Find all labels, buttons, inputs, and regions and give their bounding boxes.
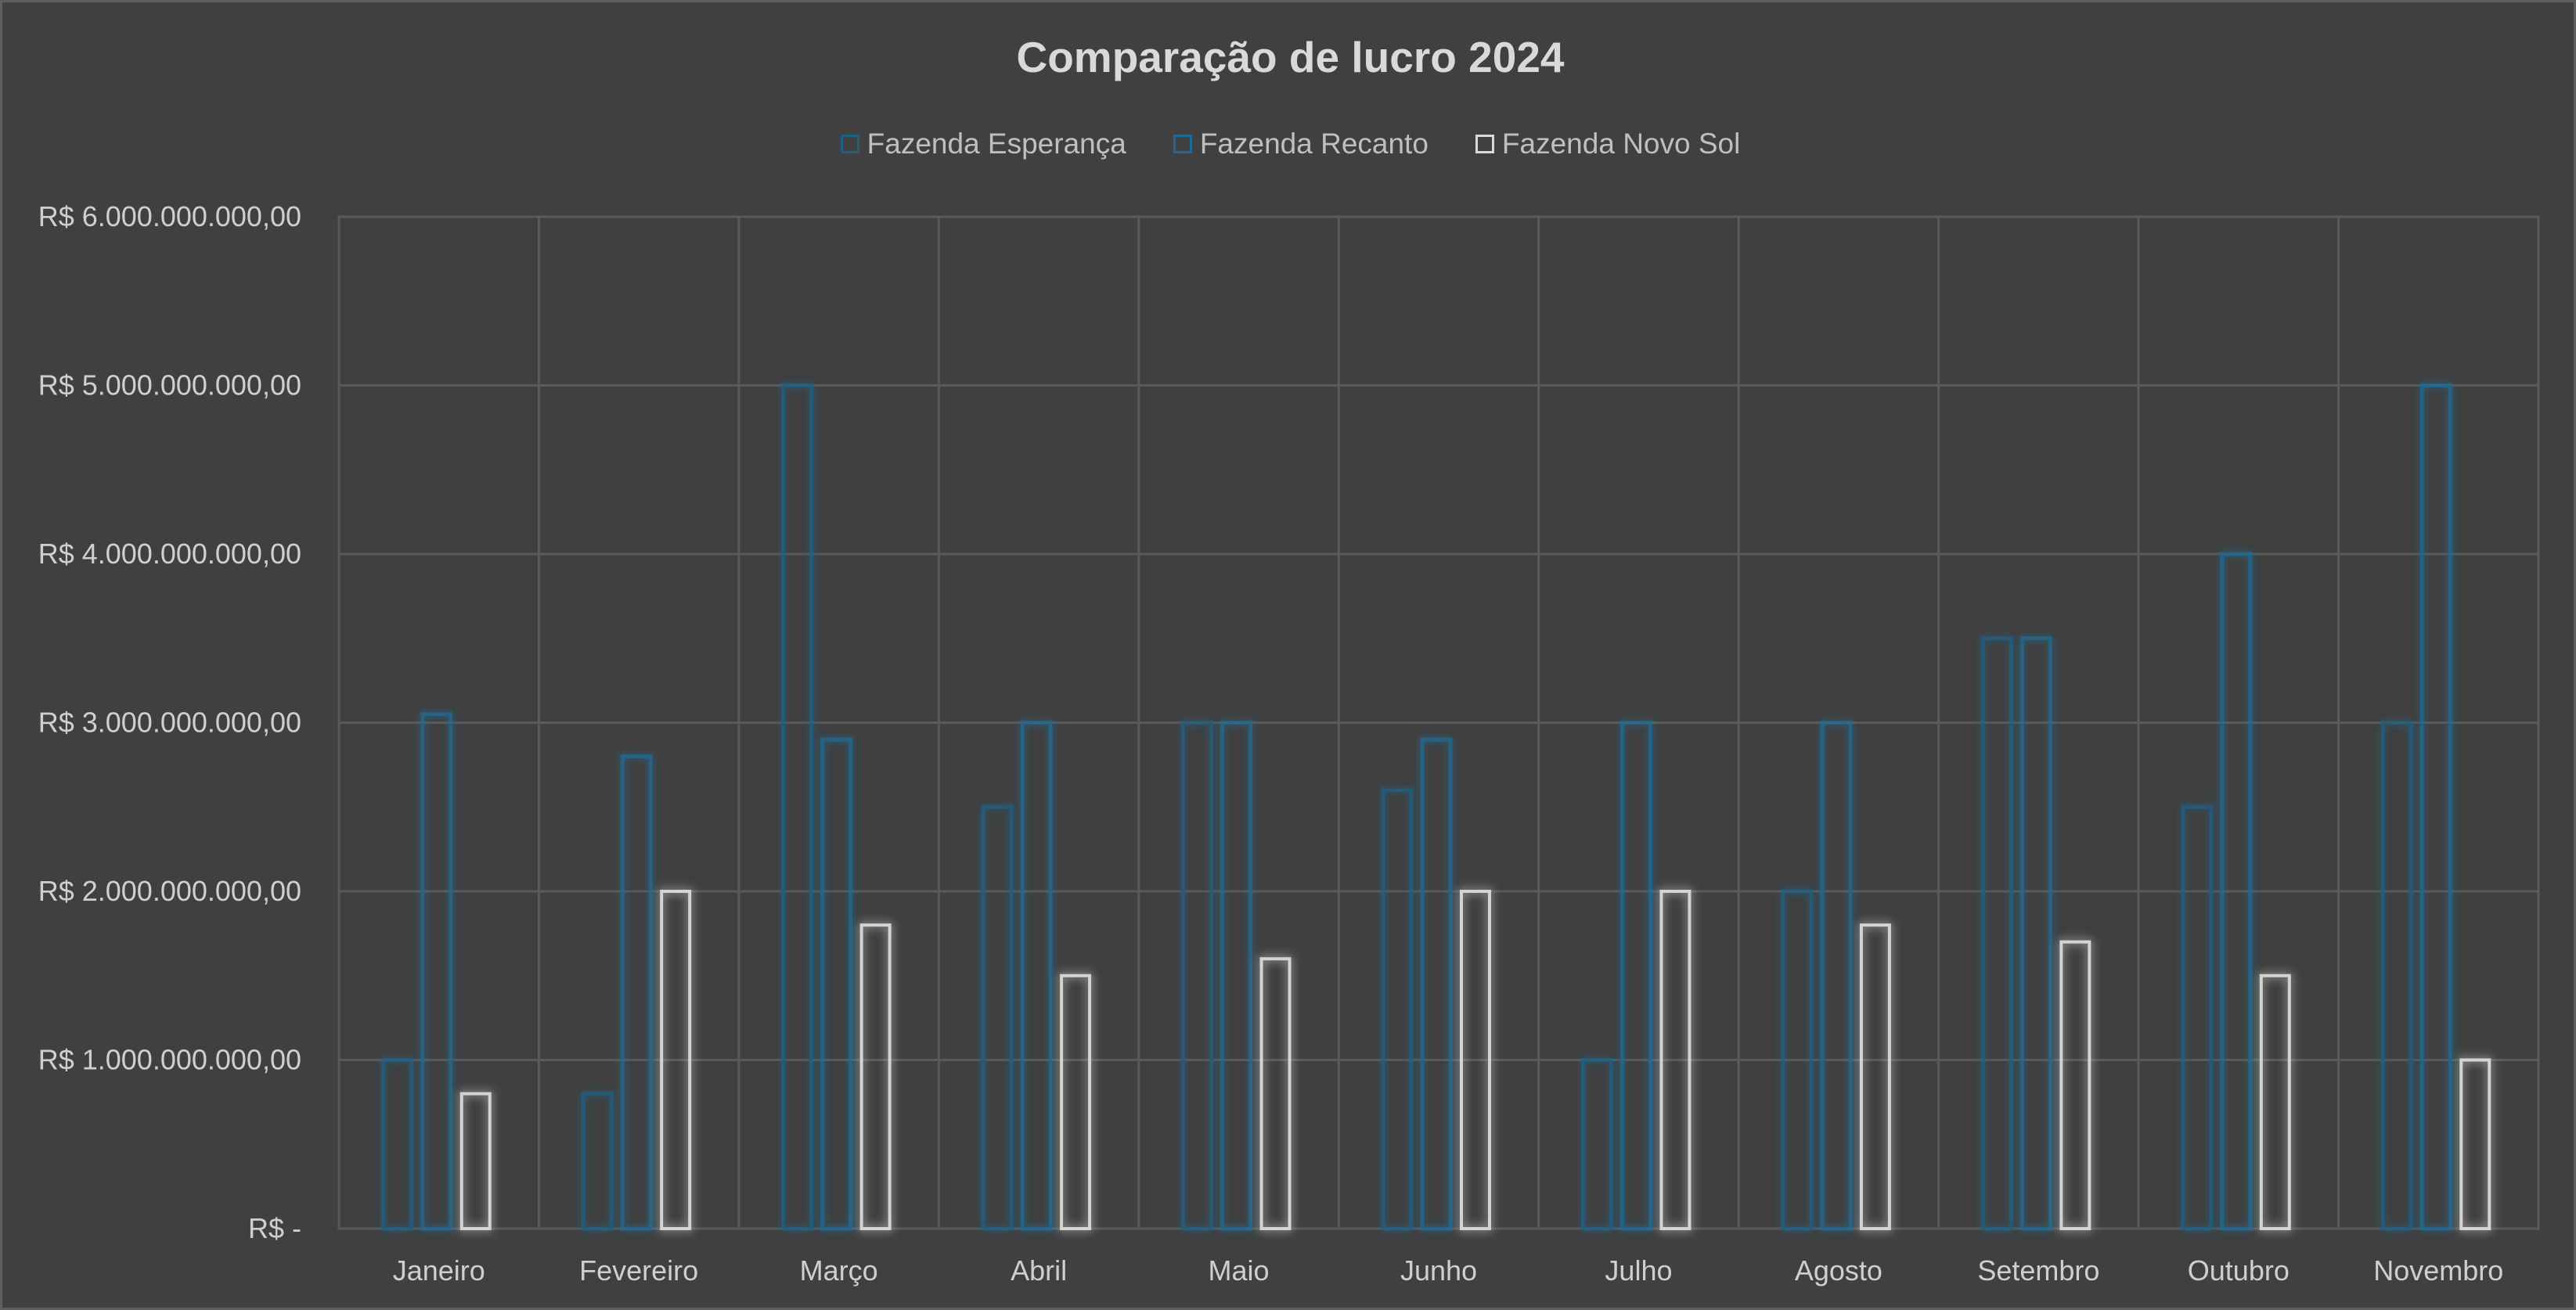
bar bbox=[2259, 974, 2291, 1230]
y-tick-label: R$ 1.000.000.000,00 bbox=[38, 1044, 301, 1076]
bar bbox=[1460, 890, 1491, 1230]
bar bbox=[1580, 1058, 1613, 1231]
bar bbox=[1781, 889, 1814, 1231]
legend: Fazenda Esperança Fazenda Recanto Fazend… bbox=[2, 128, 2574, 160]
x-tick-label: Agosto bbox=[1795, 1254, 1882, 1287]
bar bbox=[660, 890, 692, 1230]
x-tick-label: Outubro bbox=[2188, 1254, 2290, 1287]
bar bbox=[1619, 721, 1652, 1231]
y-tick-label: R$ 4.000.000.000,00 bbox=[38, 538, 301, 570]
bar bbox=[1381, 788, 1414, 1231]
x-tick-label: Janeiro bbox=[393, 1254, 485, 1287]
x-tick-label: Novembro bbox=[2373, 1254, 2503, 1287]
chart-title: Comparação de lucro 2024 bbox=[1016, 33, 1565, 81]
bar bbox=[1220, 721, 1253, 1231]
x-tick-label: Abril bbox=[1011, 1254, 1067, 1287]
bar bbox=[981, 804, 1014, 1231]
legend-swatch bbox=[840, 135, 859, 153]
bar bbox=[1181, 721, 1214, 1231]
bar bbox=[459, 1092, 492, 1230]
y-tick-label: R$ 2.000.000.000,00 bbox=[38, 875, 301, 907]
bar bbox=[1859, 923, 1891, 1230]
y-tick-label: R$ 3.000.000.000,00 bbox=[38, 707, 301, 739]
bar bbox=[2181, 804, 2214, 1231]
bar bbox=[1420, 737, 1453, 1231]
bar bbox=[1659, 890, 1692, 1230]
bar bbox=[2019, 636, 2052, 1231]
bar bbox=[2419, 383, 2452, 1231]
x-tick-label: Junho bbox=[1400, 1254, 1477, 1287]
bar bbox=[620, 754, 653, 1231]
legend-label: Fazenda Recanto bbox=[1199, 128, 1429, 160]
bar bbox=[381, 1058, 414, 1231]
legend-item-fazenda-recanto: Fazenda Recanto bbox=[1173, 128, 1429, 160]
y-tick-label: R$ 6.000.000.000,00 bbox=[38, 200, 301, 232]
bar bbox=[1259, 957, 1292, 1230]
legend-swatch bbox=[1475, 135, 1494, 153]
legend-item-fazenda-novo-sol: Fazenda Novo Sol bbox=[1475, 128, 1740, 160]
x-tick-label: Março bbox=[800, 1254, 878, 1287]
bar bbox=[2059, 940, 2091, 1231]
bar bbox=[1020, 721, 1053, 1231]
legend-item-fazenda-esperanca: Fazenda Esperança bbox=[840, 128, 1126, 160]
bar bbox=[2459, 1058, 2491, 1230]
bar bbox=[581, 1092, 614, 1231]
bar bbox=[1060, 974, 1092, 1230]
bar bbox=[420, 712, 453, 1231]
legend-label: Fazenda Esperança bbox=[866, 128, 1126, 160]
bar bbox=[2220, 552, 2253, 1231]
bar bbox=[859, 923, 892, 1230]
legend-swatch bbox=[1173, 135, 1192, 153]
y-tick-label: R$ 5.000.000.000,00 bbox=[38, 369, 301, 401]
bar bbox=[820, 737, 853, 1231]
bar bbox=[1980, 636, 2013, 1231]
x-tick-label: Julho bbox=[1605, 1254, 1672, 1287]
x-tick-label: Fevereiro bbox=[579, 1254, 698, 1287]
bar bbox=[781, 383, 814, 1231]
legend-label: Fazenda Novo Sol bbox=[1501, 128, 1741, 160]
x-tick-label: Setembro bbox=[1977, 1254, 2099, 1287]
bar bbox=[2380, 721, 2413, 1231]
bar bbox=[1820, 721, 1853, 1231]
y-tick-label: R$ - bbox=[248, 1212, 301, 1244]
x-tick-label: Maio bbox=[1209, 1254, 1270, 1287]
